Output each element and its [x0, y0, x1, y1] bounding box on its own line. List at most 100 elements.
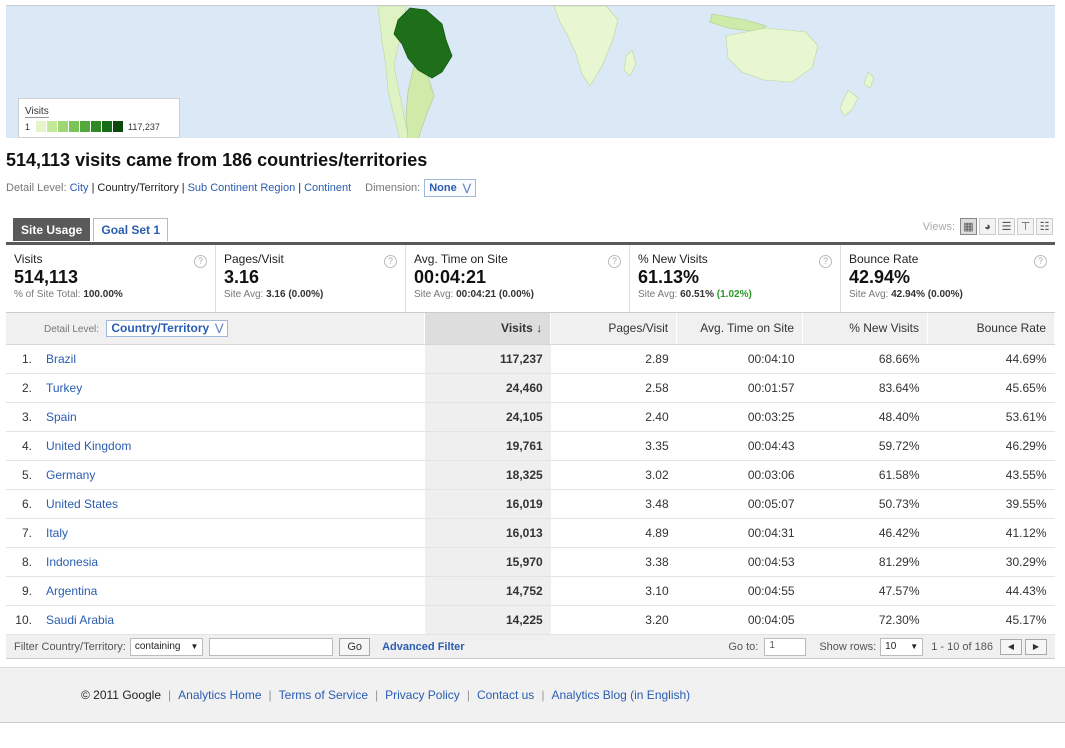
filter-input[interactable]: [209, 637, 334, 656]
advanced-filter-link[interactable]: Advanced Filter: [382, 640, 465, 653]
country-link[interactable]: Brazil: [37, 344, 425, 374]
table-row[interactable]: 1. Brazil 117,237 2.89 00:04:10 68.66% 44.69%: [6, 344, 1055, 374]
table-row[interactable]: 3. Spain 24,105 2.40 00:03:25 48.40% 53.61%: [6, 402, 1055, 432]
cell-visits: 14,225: [424, 605, 551, 635]
legend-title: Visits: [25, 106, 49, 118]
table-row[interactable]: 8. Indonesia 15,970 3.38 00:04:53 81.29% 30.29…: [6, 547, 1055, 577]
cell-bounce-rate: 45.65%: [927, 373, 1055, 403]
table-row[interactable]: 2. Turkey 24,460 2.58 00:01:57 83.64% 45.65%: [6, 373, 1055, 403]
comparison-view-icon[interactable]: ⊤: [1017, 218, 1034, 235]
header-avg-time[interactable]: Avg. Time on Site: [676, 313, 804, 345]
copyright: © 2011 Google: [81, 688, 162, 702]
legend-swatch: [69, 121, 81, 132]
scorecard-sub-delta: (1.02%): [716, 289, 752, 300]
dimension-label: Dimension:: [365, 182, 421, 194]
cell-visits: 14,752: [424, 576, 551, 606]
cell-visits: 24,105: [424, 402, 551, 432]
cell-visits: 19,761: [424, 431, 551, 461]
scorecard-visits: Visits 514,113 % of Site Total: 100.00% …: [6, 245, 216, 312]
country-link[interactable]: United States: [37, 489, 425, 519]
country-link[interactable]: Italy: [37, 518, 425, 548]
country-link[interactable]: Spain: [37, 402, 425, 432]
header-new-visits[interactable]: % New Visits: [802, 313, 929, 345]
scorecard-label: Bounce Rate: [849, 252, 919, 266]
table-row[interactable]: 6. United States 16,019 3.48 00:05:07 50.73% 3…: [6, 489, 1055, 519]
chevron-down-icon: ⋁: [215, 322, 224, 334]
detail-continent-link[interactable]: Continent: [304, 182, 352, 194]
cell-bounce-rate: 53.61%: [927, 402, 1055, 432]
scorecard-label: Pages/Visit: [224, 252, 284, 266]
table-row[interactable]: 10. Saudi Arabia 14,225 3.20 00:04:05 72.30% 4…: [6, 605, 1055, 635]
detail-city-link[interactable]: City: [69, 182, 89, 194]
row-index: 8.: [6, 547, 38, 577]
prev-page-icon[interactable]: ◀: [1000, 638, 1022, 655]
detail-level-bar: Detail Level: City | Country/Territory | S…: [6, 179, 476, 197]
cell-pages-visit: 3.38: [550, 547, 677, 577]
sort-down-icon: ↓: [536, 321, 543, 336]
scorecard-sub-value: 60.51%: [680, 289, 714, 300]
cell-avg-time: 00:04:55: [676, 576, 803, 606]
cell-pages-visit: 3.48: [550, 489, 677, 519]
table-row[interactable]: 7. Italy 16,013 4.89 00:04:31 46.42% 41.12%: [6, 518, 1055, 548]
cell-avg-time: 00:05:07: [676, 489, 803, 519]
cell-avg-time: 00:04:05: [676, 605, 803, 635]
help-icon[interactable]: ?: [194, 255, 207, 268]
showrows-select[interactable]: 10 ▼: [880, 637, 924, 656]
go-button[interactable]: Go: [339, 637, 371, 656]
legend-swatch: [113, 121, 125, 132]
country-link[interactable]: Turkey: [37, 373, 425, 403]
country-link[interactable]: Germany: [37, 460, 425, 490]
cell-new-visits: 47.57%: [802, 576, 928, 606]
pie-view-icon[interactable]: ◕: [979, 218, 996, 235]
dimension-select[interactable]: None ⋁: [424, 179, 476, 197]
legend-swatch: [36, 121, 48, 132]
country-link[interactable]: Indonesia: [37, 547, 425, 577]
next-page-icon[interactable]: ▶: [1025, 638, 1047, 655]
pivot-view-icon[interactable]: ☷: [1036, 218, 1053, 235]
help-icon[interactable]: ?: [608, 255, 621, 268]
table-row[interactable]: 9. Argentina 14,752 3.10 00:04:55 47.57% 44.43…: [6, 576, 1055, 606]
legend-swatch: [58, 121, 70, 132]
cell-bounce-rate: 41.12%: [927, 518, 1055, 548]
header-pages-visit[interactable]: Pages/Visit: [550, 313, 678, 345]
cell-avg-time: 00:03:25: [676, 402, 803, 432]
table-header-row: Detail Level: Country/Territory ⋁ Visits …: [6, 313, 1055, 345]
tab-goal-set[interactable]: Goal Set 1: [93, 218, 169, 241]
header-visits[interactable]: Visits ↓: [424, 313, 552, 345]
table-row[interactable]: 5. Germany 18,325 3.02 00:03:06 61.58% 43.55%: [6, 460, 1055, 490]
country-link[interactable]: Argentina: [37, 576, 425, 606]
tab-site-usage[interactable]: Site Usage: [13, 218, 91, 241]
world-map[interactable]: Visits 1 117,237: [6, 5, 1055, 138]
scorecard-sub-prefix: Site Avg:: [849, 289, 889, 300]
goto-input[interactable]: 1: [764, 637, 807, 656]
page-footer: © 2011 Google | Analytics Home | Terms of …: [0, 667, 1065, 723]
table-row[interactable]: 4. United Kingdom 19,761 3.35 00:04:43 59.72%…: [6, 431, 1055, 461]
help-icon[interactable]: ?: [384, 255, 397, 268]
footer-link-contact[interactable]: Contact us: [476, 688, 535, 702]
row-index: 3.: [6, 402, 38, 432]
legend-swatch: [80, 121, 92, 132]
scorecard-new-visits: % New Visits 61.13% Site Avg: 60.51% (1.…: [630, 245, 841, 312]
footer-link-blog[interactable]: Analytics Blog (in English): [551, 688, 691, 702]
detail-subcontinent-link[interactable]: Sub Continent Region: [187, 182, 296, 194]
header-bounce-rate[interactable]: Bounce Rate: [927, 313, 1055, 345]
legend-min: 1: [25, 121, 31, 132]
table-view-icon[interactable]: ▦: [960, 218, 977, 235]
cell-new-visits: 81.29%: [802, 547, 928, 577]
filter-mode-select[interactable]: containing ▼: [129, 637, 204, 656]
cell-pages-visit: 3.20: [550, 605, 677, 635]
country-link[interactable]: United Kingdom: [37, 431, 425, 461]
scorecard-sub-value: 100.00%: [83, 289, 123, 300]
help-icon[interactable]: ?: [1034, 255, 1047, 268]
country-link[interactable]: Saudi Arabia: [37, 605, 425, 635]
cell-new-visits: 59.72%: [802, 431, 928, 461]
cell-visits: 24,460: [424, 373, 551, 403]
footer-link-privacy[interactable]: Privacy Policy: [385, 688, 460, 702]
table-detail-select[interactable]: Country/Territory ⋁: [106, 319, 229, 337]
footer-link-analytics-home[interactable]: Analytics Home: [178, 688, 262, 702]
performance-view-icon[interactable]: ☰: [998, 218, 1015, 235]
footer-link-terms[interactable]: Terms of Service: [278, 688, 368, 702]
help-icon[interactable]: ?: [819, 255, 832, 268]
chevron-down-icon: ▼: [190, 642, 199, 651]
cell-pages-visit: 3.02: [550, 460, 677, 490]
